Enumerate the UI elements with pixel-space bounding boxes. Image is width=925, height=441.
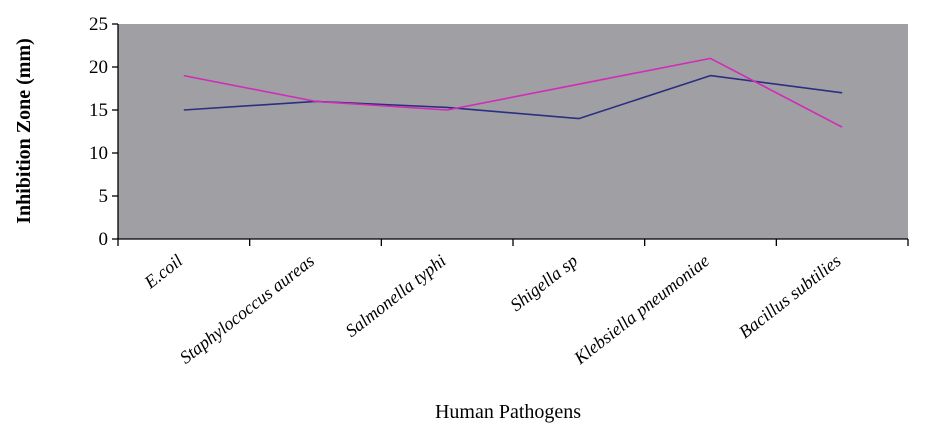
x-category-label: E.coil xyxy=(140,250,187,293)
y-tick-label: 25 xyxy=(89,14,108,35)
x-category-label: Salmonella typhi xyxy=(342,250,450,341)
x-axis-title: Human Pathogens xyxy=(435,401,581,423)
y-tick-label: 20 xyxy=(89,57,108,78)
x-category-label: Bacillus subtilies xyxy=(735,250,845,342)
series-line-1 xyxy=(183,74,843,120)
plot-area xyxy=(118,24,908,239)
series-line-2 xyxy=(183,57,843,128)
y-tick-label: 15 xyxy=(89,100,108,121)
series-layer xyxy=(183,57,843,128)
x-category-label: Staphylococcus aureas xyxy=(176,250,318,367)
y-tick-label: 5 xyxy=(99,186,109,207)
y-axis: 0 5 10 15 20 25 xyxy=(89,14,119,250)
x-category-label: Shigella sp xyxy=(506,250,581,315)
y-tick-label: 0 xyxy=(99,229,109,250)
y-axis-title: Inhibition Zone (mm) xyxy=(13,38,35,224)
y-tick-label: 10 xyxy=(89,143,108,164)
x-category-label: Klebsiella pneumoniae xyxy=(569,250,713,368)
